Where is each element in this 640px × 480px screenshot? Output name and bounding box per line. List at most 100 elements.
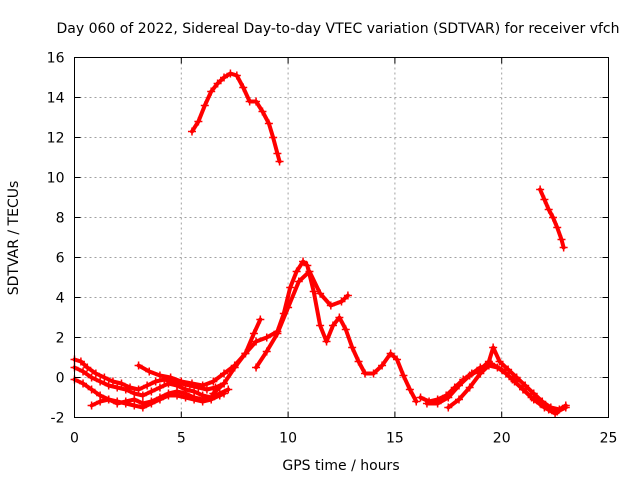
series-arc-evening-c: [444, 359, 560, 418]
series-arc-morning-rise: [134, 315, 265, 390]
tick-marks: [74, 57, 609, 418]
chart-title: Day 060 of 2022, Sidereal Day-to-day VTE…: [56, 21, 619, 37]
data-point: [200, 101, 209, 110]
x-tick-label: 5: [177, 431, 186, 447]
series-line: [211, 259, 419, 404]
data-point: [269, 133, 278, 142]
data-point: [121, 397, 130, 406]
data-point: [87, 385, 96, 394]
data-point: [393, 355, 402, 364]
data-point: [138, 391, 147, 400]
x-axis-label: GPS time / hours: [282, 458, 399, 474]
x-tick-label: 0: [70, 431, 79, 447]
data-point: [87, 373, 96, 382]
data-point: [113, 399, 122, 408]
data-point: [360, 369, 369, 378]
data-point: [309, 287, 318, 296]
series-arc-early-bottom: [87, 387, 229, 410]
x-tick-label: 25: [600, 431, 618, 447]
data-point: [328, 321, 337, 330]
data-point: [286, 283, 295, 292]
data-point: [294, 277, 303, 286]
data-point: [198, 381, 207, 390]
data-point: [551, 409, 560, 418]
data-point: [512, 373, 521, 382]
data-point: [134, 361, 143, 370]
data-point: [561, 401, 570, 410]
data-point: [454, 395, 463, 404]
data-point: [211, 383, 220, 392]
data-point: [252, 363, 261, 372]
data-point: [495, 357, 504, 366]
data-point: [305, 267, 314, 276]
data-point: [497, 365, 506, 374]
data-point: [151, 377, 160, 386]
data-point: [220, 389, 229, 398]
data-point: [232, 71, 241, 80]
data-point: [230, 361, 239, 370]
data-point: [316, 321, 325, 330]
data-point: [326, 301, 335, 310]
data-point: [540, 403, 549, 412]
data-point: [256, 315, 265, 324]
data-point: [134, 385, 143, 394]
data-point: [454, 381, 463, 390]
x-tick-label: 15: [386, 431, 404, 447]
data-point: [540, 195, 549, 204]
data-point: [465, 383, 474, 392]
data-point: [343, 291, 352, 300]
data-point: [433, 399, 442, 408]
x-tick-label: 10: [279, 431, 297, 447]
data-point: [273, 149, 282, 158]
y-tick-label: 4: [56, 291, 65, 307]
y-tick-label: 0: [56, 371, 65, 387]
data-point: [303, 261, 312, 270]
data-point: [166, 373, 175, 382]
data-point: [194, 117, 203, 126]
data-series-group: [70, 69, 570, 418]
data-point: [241, 349, 250, 358]
data-point: [465, 371, 474, 380]
data-point: [220, 369, 229, 378]
data-point: [252, 337, 261, 346]
data-point: [198, 395, 207, 404]
data-point: [354, 357, 363, 366]
plot-frame: [74, 57, 609, 418]
data-point: [444, 393, 453, 402]
data-point: [544, 205, 553, 214]
y-tick-label: 16: [47, 51, 65, 67]
data-point: [378, 361, 387, 370]
data-point: [273, 329, 282, 338]
y-tick-label: 10: [47, 171, 65, 187]
data-point: [264, 119, 273, 128]
data-point: [489, 343, 498, 352]
data-point: [130, 395, 139, 404]
data-point: [155, 371, 164, 380]
data-point: [412, 397, 421, 406]
data-point: [519, 385, 528, 394]
x-axis-tick-labels: 0 5 10 15 20 25: [70, 431, 617, 447]
data-point: [108, 377, 117, 386]
data-point: [249, 329, 258, 338]
data-point: [559, 243, 568, 252]
data-point: [79, 367, 88, 376]
data-point: [173, 387, 182, 396]
data-point: [226, 69, 235, 78]
series-arc-evening-b: [422, 343, 570, 414]
data-point: [386, 349, 395, 358]
data-point: [91, 369, 100, 378]
data-point: [444, 403, 453, 412]
data-point: [252, 97, 261, 106]
data-point: [405, 385, 414, 394]
data-point: [147, 397, 156, 406]
data-point: [262, 347, 271, 356]
data-point: [529, 395, 538, 404]
data-point: [341, 325, 350, 334]
data-point: [202, 385, 211, 394]
data-point: [292, 267, 301, 276]
series-line: [254, 269, 350, 370]
data-point: [96, 377, 105, 386]
data-point: [138, 399, 147, 408]
data-point: [117, 379, 126, 388]
